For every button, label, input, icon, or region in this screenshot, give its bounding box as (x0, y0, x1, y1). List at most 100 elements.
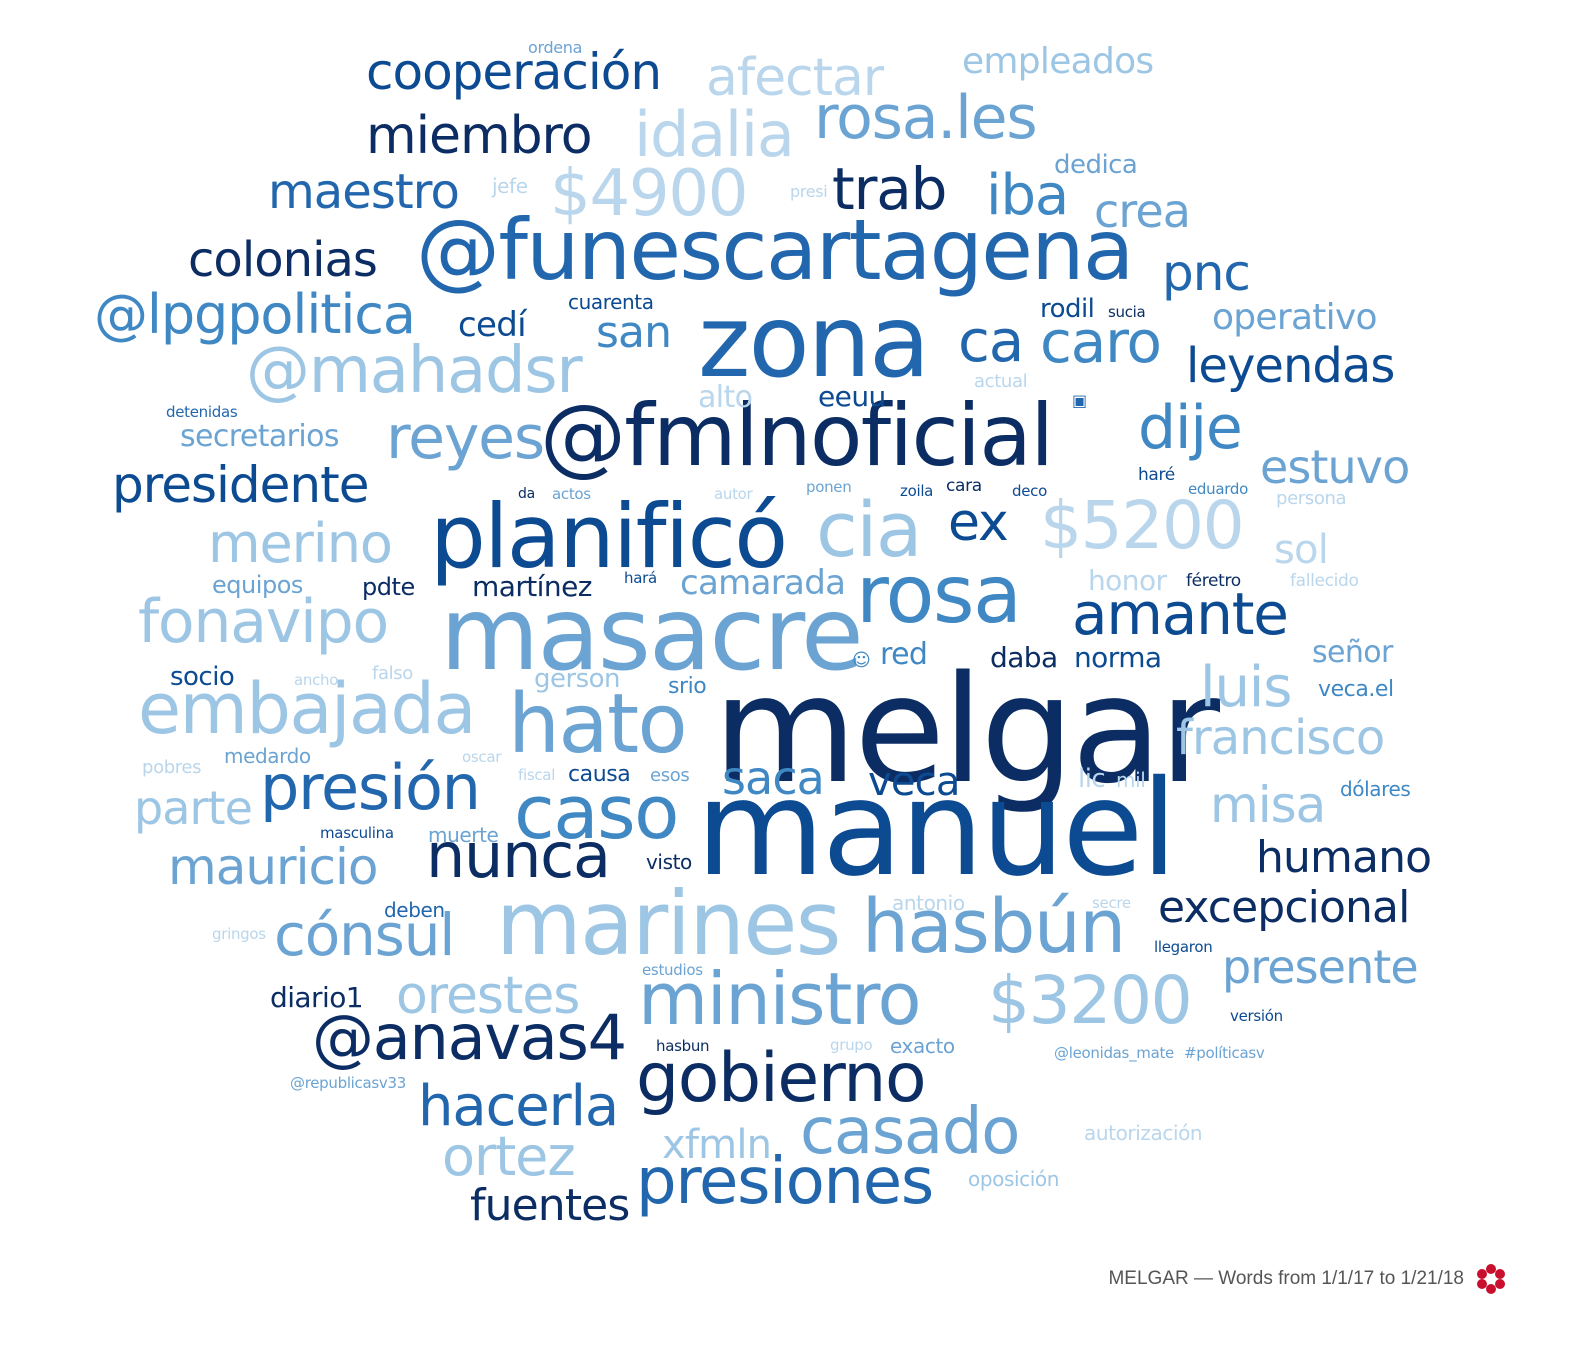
word: fiscal (518, 766, 556, 784)
word: gringos (212, 925, 266, 943)
caption-text: MELGAR — Words from 1/1/17 to 1/21/18 (1108, 1268, 1464, 1289)
word: #políticasv (1184, 1044, 1265, 1062)
word: caro (1040, 308, 1162, 376)
word: afectar (706, 48, 884, 108)
word: fallecido (1290, 571, 1359, 591)
word: actual (974, 371, 1028, 392)
word: cooperación (366, 43, 662, 101)
word: manuel (696, 752, 1177, 906)
word: srio (668, 674, 707, 699)
word: caso (514, 770, 679, 856)
word: féretro (1186, 571, 1241, 591)
word: sucia (1108, 303, 1146, 321)
word: zona (698, 283, 930, 400)
word: trab (832, 155, 947, 223)
word: merino (208, 512, 393, 575)
word: secre (1092, 894, 1131, 912)
word: mil (1116, 768, 1146, 792)
word: ministro (638, 957, 922, 1041)
word: ordena (528, 38, 583, 57)
word: autor (714, 485, 753, 503)
word: rodil (1040, 294, 1095, 324)
word: dije (1138, 393, 1243, 463)
word: pdte (362, 573, 415, 601)
word: autorización (1084, 1121, 1203, 1145)
word: empleados (962, 41, 1154, 82)
word: sol (1274, 527, 1329, 573)
word: versión (1230, 1007, 1283, 1025)
word: fonavipo (138, 587, 389, 657)
word: oscar (462, 748, 502, 766)
word: presiones (636, 1145, 934, 1219)
word: hato (508, 677, 688, 772)
word: hasbún (862, 884, 1126, 970)
word: cara (946, 476, 982, 496)
word: equipos (212, 571, 303, 599)
word: martínez (472, 570, 592, 603)
word: masacre (440, 575, 864, 694)
word: lic (1078, 764, 1106, 794)
word: fuentes (470, 1180, 630, 1231)
word: daba (990, 641, 1058, 674)
word: cónsul (274, 901, 455, 969)
word: reyes (386, 403, 545, 473)
word: mauricio (168, 838, 378, 896)
word: nunca (426, 819, 611, 892)
word: zoila (900, 482, 934, 500)
word: estuvo (1260, 440, 1410, 494)
word: xfmln (662, 1122, 772, 1168)
word: grupo (830, 1036, 873, 1054)
word: presidente (112, 456, 369, 514)
word: alto (698, 380, 753, 415)
word: planificó (430, 485, 788, 588)
word: leyendas (1186, 338, 1395, 394)
word: veca (868, 759, 960, 805)
word: hasbun (656, 1037, 710, 1055)
word: eeuu (818, 380, 886, 413)
word: norma (1074, 641, 1162, 674)
word: detenidas (166, 403, 238, 421)
word: estudios (642, 961, 703, 979)
word: esos (650, 765, 690, 786)
word: ponen (806, 478, 852, 496)
word: colonias (188, 232, 378, 288)
word: excepcional (1158, 882, 1410, 933)
word: iba (986, 163, 1069, 228)
word: casado (800, 1095, 1020, 1169)
word: gerson (534, 664, 621, 694)
word: @mahadsr (246, 334, 583, 408)
word: embajada (138, 668, 476, 750)
word: honor (1088, 564, 1167, 597)
word: ancho (294, 671, 339, 689)
word: diario1 (270, 981, 364, 1014)
logo-icon (1477, 1264, 1505, 1294)
word: cedí (458, 305, 527, 345)
word: masculina (320, 824, 394, 842)
word: gobierno (636, 1039, 927, 1118)
word: presión (260, 751, 481, 824)
word: presente (1222, 940, 1419, 994)
word: hará (624, 569, 657, 587)
word: rosa.les (814, 83, 1038, 153)
word: @fmlnoficial (540, 386, 1054, 486)
word: muerte (428, 823, 499, 847)
emoji-icon: ▣ (1072, 391, 1087, 410)
word: $5200 (1040, 487, 1245, 564)
word: presi (790, 182, 828, 201)
word: saca (722, 751, 825, 805)
word: amante (1072, 580, 1289, 648)
word: cuarenta (568, 290, 654, 314)
word: @funescartagena (416, 201, 1134, 299)
word: antonio (892, 891, 965, 915)
word: cia (816, 485, 922, 574)
word: deco (1012, 482, 1047, 500)
word: crea (1094, 184, 1191, 238)
word: veca.el (1318, 677, 1394, 702)
word: orestes (396, 966, 580, 1026)
word: llegaron (1154, 938, 1213, 956)
word: oposición (968, 1167, 1060, 1191)
word: red (880, 637, 928, 672)
word: $4900 (550, 157, 748, 231)
word: rosa (856, 548, 1022, 641)
